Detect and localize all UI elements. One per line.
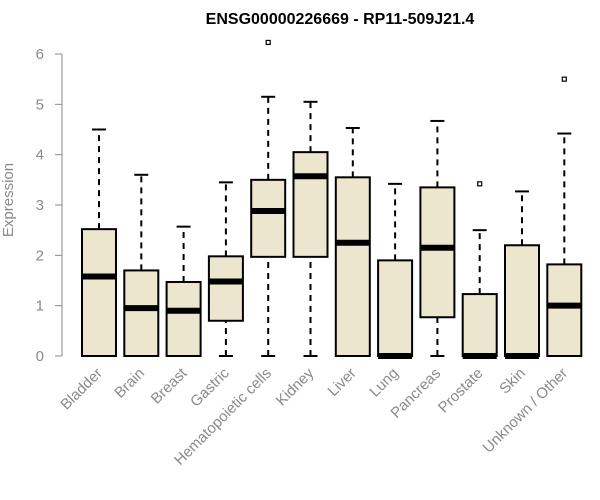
y-axis-label: Expression bbox=[0, 163, 17, 237]
box-skin bbox=[504, 190, 540, 359]
y-tick-label: 3 bbox=[36, 197, 44, 214]
box-breast bbox=[165, 225, 202, 358]
x-category-label: Breast bbox=[148, 364, 191, 407]
y-tick-label: 6 bbox=[36, 46, 44, 63]
x-category-label: Bladder bbox=[57, 365, 106, 414]
x-category-label: Kidney bbox=[273, 364, 318, 409]
boxes-group bbox=[81, 39, 583, 359]
y-axis: 0 1 2 3 4 5 6 bbox=[36, 46, 63, 365]
box-unknown-other bbox=[546, 76, 583, 358]
y-tick-label: 0 bbox=[36, 348, 44, 365]
x-category-label: Lung bbox=[366, 365, 402, 401]
box-iqr bbox=[334, 176, 371, 357]
box-iqr bbox=[461, 293, 498, 357]
box-iqr bbox=[165, 281, 202, 358]
box-pancreas bbox=[419, 119, 456, 357]
box-iqr bbox=[292, 151, 329, 258]
box-lung bbox=[377, 182, 414, 359]
y-tick-label: 4 bbox=[36, 147, 44, 164]
box-iqr bbox=[546, 263, 583, 358]
box-iqr bbox=[123, 269, 160, 357]
box-iqr bbox=[377, 259, 414, 357]
x-category-label: Liver bbox=[325, 365, 360, 400]
y-tick-label: 5 bbox=[36, 96, 44, 113]
outlier-point bbox=[265, 39, 271, 46]
y-tick-label: 1 bbox=[36, 298, 44, 315]
x-category-label: Skin bbox=[496, 365, 529, 398]
box-liver bbox=[334, 126, 371, 357]
chart-title: ENSG00000226669 - RP11-509J21.4 bbox=[206, 11, 475, 28]
box-bladder bbox=[81, 128, 117, 357]
box-iqr bbox=[504, 244, 540, 357]
box-iqr bbox=[250, 178, 287, 258]
x-category-label: Brain bbox=[111, 365, 148, 402]
box-iqr bbox=[419, 186, 456, 319]
x-category-label: Prostate bbox=[435, 365, 487, 417]
box-kidney bbox=[292, 100, 329, 357]
y-tick-label: 2 bbox=[36, 247, 44, 264]
box-brain bbox=[123, 173, 160, 357]
box-gastric bbox=[207, 181, 244, 357]
box-prostate bbox=[461, 181, 498, 359]
box-hematopoietic-cells bbox=[250, 39, 287, 357]
box-iqr bbox=[207, 255, 244, 322]
outlier-point bbox=[477, 181, 483, 187]
box-iqr bbox=[81, 228, 117, 357]
outlier-point bbox=[561, 76, 567, 82]
